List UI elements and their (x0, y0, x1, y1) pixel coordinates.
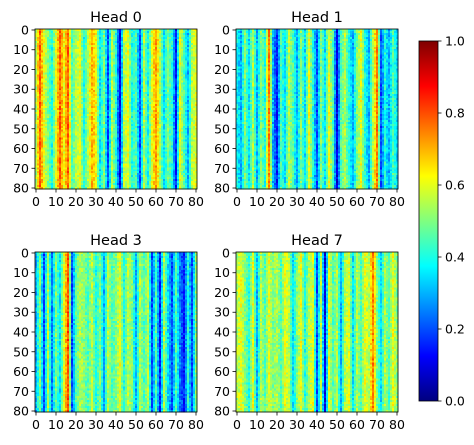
heatmap-cells (35, 29, 197, 189)
heatmap-panels: Head 00 10 20 30 40 50 60 70 8001020304050607080… (13, 10, 405, 432)
panel-title: Head 0 (90, 10, 142, 26)
